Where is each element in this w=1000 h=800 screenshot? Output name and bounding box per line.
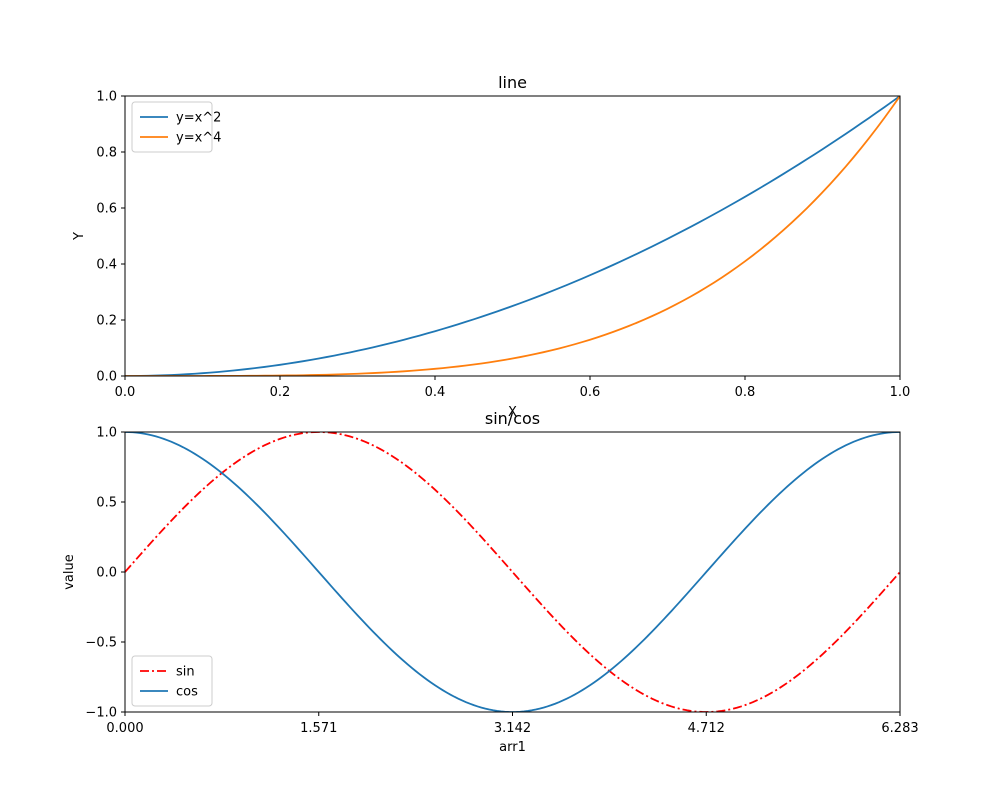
y-tick-label: 0.0: [96, 566, 117, 581]
series-line-y-x-2: [125, 96, 900, 376]
x-tick-label: 3.142: [494, 721, 531, 736]
series-line-sin: [125, 432, 900, 712]
legend: sin cos: [131, 655, 213, 707]
legend-box: [131, 101, 213, 153]
x-tick-label: 0.000: [106, 721, 143, 736]
y-axis-label: Y: [72, 232, 87, 241]
y-tick-label: 0.8: [96, 146, 117, 161]
legend-box: [131, 655, 213, 707]
y-tick-label: 0.6: [96, 202, 117, 217]
chart-line: line 0.0 0.2 0.4 0.6 0.8 1.0 0.0 0.2 0.4 0.6 0.8 1.…: [72, 73, 910, 420]
ticks: 0.000 1.571 3.142 4.712 6.283 −1.0 −0.5 0.0 0.5 1…: [85, 426, 918, 737]
axes-frame: [124, 95, 901, 377]
x-tick-label: 0.0: [115, 385, 136, 400]
x-tick-label: 0.8: [735, 385, 756, 400]
x-axis-label: arr1: [499, 740, 526, 755]
legend-label: cos: [176, 685, 198, 700]
y-tick-label: 1.0: [96, 90, 117, 105]
legend-label: sin: [176, 665, 195, 680]
y-tick-label: −1.0: [85, 706, 117, 721]
y-tick-label: 1.0: [96, 426, 117, 441]
ticks: 0.0 0.2 0.4 0.6 0.8 1.0 0.0 0.2 0.4 0.6 0.8 1.0: [96, 90, 910, 401]
x-tick-label: 0.4: [425, 385, 446, 400]
x-tick-label: 1.0: [890, 385, 911, 400]
x-tick-label: 0.6: [580, 385, 601, 400]
series-line-cos: [125, 432, 900, 712]
x-tick-label: 1.571: [300, 721, 337, 736]
y-tick-label: 0.5: [96, 496, 117, 511]
x-tick-label: 0.2: [270, 385, 291, 400]
y-axis-label: value: [62, 554, 77, 590]
y-tick-label: −0.5: [85, 636, 117, 651]
legend: y=x^2 y=x^4: [131, 101, 221, 153]
chart-title: sin/cos: [485, 409, 540, 428]
x-tick-label: 6.283: [881, 721, 918, 736]
x-axis-label: X: [508, 405, 517, 420]
y-tick-label: 0.0: [96, 370, 117, 385]
y-tick-label: 0.4: [96, 258, 117, 273]
plot-area: [124, 95, 901, 377]
x-tick-label: 4.712: [688, 721, 725, 736]
legend-label: y=x^2: [176, 111, 221, 126]
chart-sin-cos: sin/cos 0.000 1.571 3.142 4.712 6.283 −1.0 −0.…: [62, 409, 919, 755]
chart-title: line: [498, 73, 527, 92]
y-tick-label: 0.2: [96, 314, 117, 329]
legend-label: y=x^4: [176, 131, 221, 146]
